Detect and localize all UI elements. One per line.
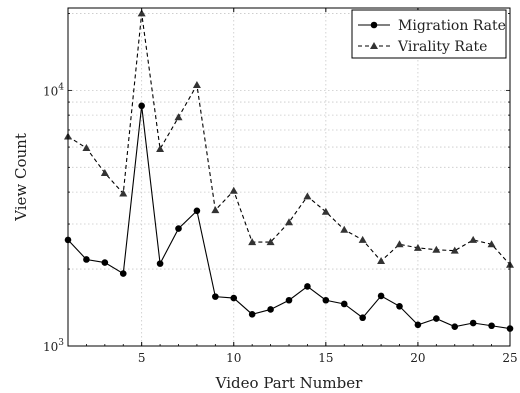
data-point <box>432 245 441 253</box>
series-migration-rate <box>64 102 514 332</box>
data-point <box>174 113 183 121</box>
grid-lines <box>68 8 511 347</box>
series-virality-rate <box>64 9 514 268</box>
legend-item: Virality Rate <box>358 39 487 55</box>
data-point <box>138 102 145 110</box>
data-point <box>396 302 403 310</box>
data-point <box>488 322 495 330</box>
x-tick-label: 20 <box>410 351 425 365</box>
data-point <box>413 243 422 251</box>
data-point <box>377 292 385 300</box>
data-point <box>211 206 220 214</box>
data-point <box>370 21 378 29</box>
y-tick-label: 103 <box>43 338 64 354</box>
data-point <box>82 144 91 152</box>
data-point <box>451 323 459 330</box>
data-point <box>450 246 459 254</box>
data-point <box>248 311 256 318</box>
data-point <box>370 42 378 49</box>
legend: Migration Rate Virality Rate <box>351 9 507 59</box>
data-point <box>212 293 219 300</box>
data-point <box>321 207 330 215</box>
x-tick-label: 5 <box>138 351 146 365</box>
data-point <box>487 240 496 248</box>
data-point <box>248 238 257 246</box>
series-line <box>67 105 511 330</box>
data-point <box>469 235 478 243</box>
data-point <box>156 260 164 267</box>
data-point <box>119 270 127 277</box>
data-point <box>303 192 312 200</box>
legend-box <box>351 9 507 59</box>
legend-label: Migration Rate <box>398 18 506 34</box>
data-point <box>156 144 165 152</box>
data-point <box>340 300 348 308</box>
data-point <box>395 240 404 248</box>
data-point <box>100 169 109 177</box>
legend-label: Virality Rate <box>397 39 487 55</box>
x-tick-label: 25 <box>502 351 517 365</box>
data-point <box>119 189 128 197</box>
legend-items: Migration Rate Virality Rate <box>358 18 506 55</box>
x-tick-label: 10 <box>226 351 241 365</box>
plot-series <box>64 9 514 332</box>
axis-ticks: 5 10 15 20 25 103 104 <box>43 8 518 365</box>
data-point <box>285 218 293 226</box>
y-axis-title: View Count <box>12 133 30 222</box>
legend-item: Migration Rate <box>358 18 506 34</box>
data-point <box>192 80 201 88</box>
data-point <box>377 257 386 265</box>
data-point <box>414 321 422 329</box>
data-point <box>285 296 293 304</box>
x-tick-label: 15 <box>318 351 333 365</box>
data-point <box>83 256 90 263</box>
data-point <box>137 9 146 17</box>
data-point <box>229 186 238 194</box>
data-point <box>175 225 182 232</box>
data-point <box>359 314 366 322</box>
data-point <box>358 235 367 243</box>
data-point <box>230 294 238 302</box>
data-point <box>322 296 330 304</box>
data-point <box>304 283 311 290</box>
data-point <box>469 319 477 327</box>
data-point <box>433 315 440 322</box>
data-point <box>267 306 274 313</box>
data-point <box>193 207 201 215</box>
data-point <box>340 225 349 233</box>
data-point <box>101 259 109 266</box>
y-tick-label: 104 <box>43 82 64 98</box>
x-axis-title: Video Part Number <box>215 374 363 392</box>
data-point <box>266 238 275 246</box>
